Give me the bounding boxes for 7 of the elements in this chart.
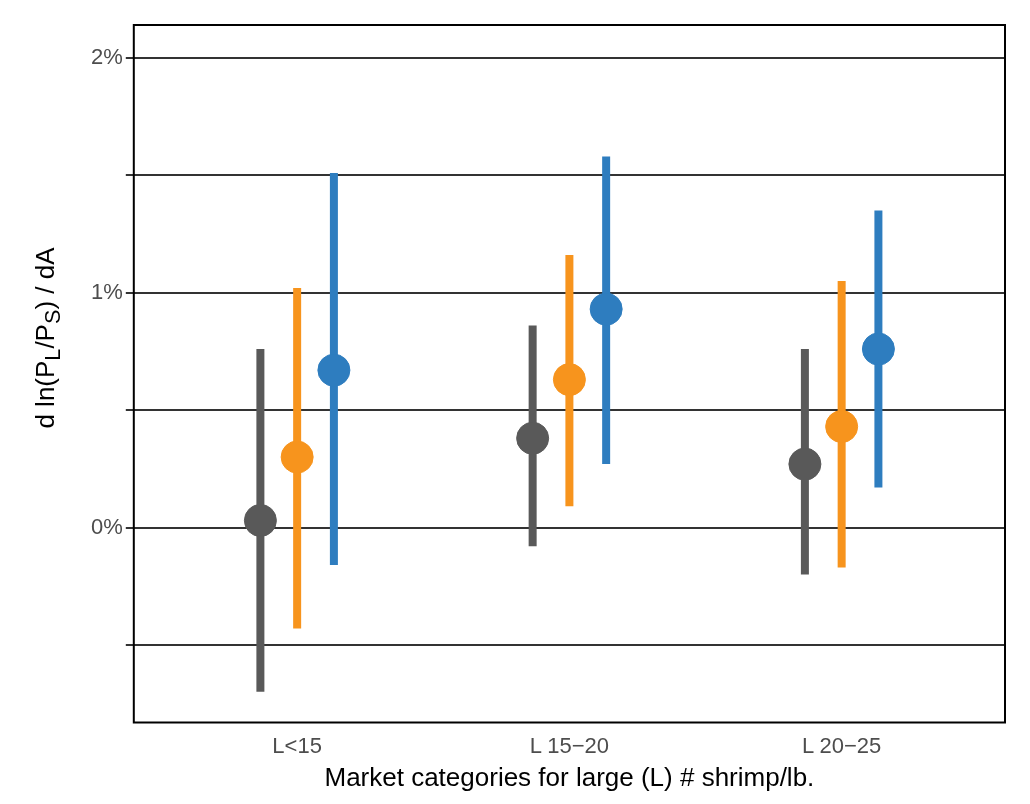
x-tick-label: L<15 (272, 732, 322, 758)
y-tick-label: 0% (91, 513, 123, 539)
y-tick-label: 1% (91, 278, 123, 304)
x-tick-label: L 20−25 (801, 732, 882, 758)
x-tick-label: L 15−20 (529, 732, 610, 758)
y-tick-label: 2% (91, 43, 123, 69)
x-axis-title: Market categories for large (L) # shrimp/lb. (324, 761, 815, 792)
